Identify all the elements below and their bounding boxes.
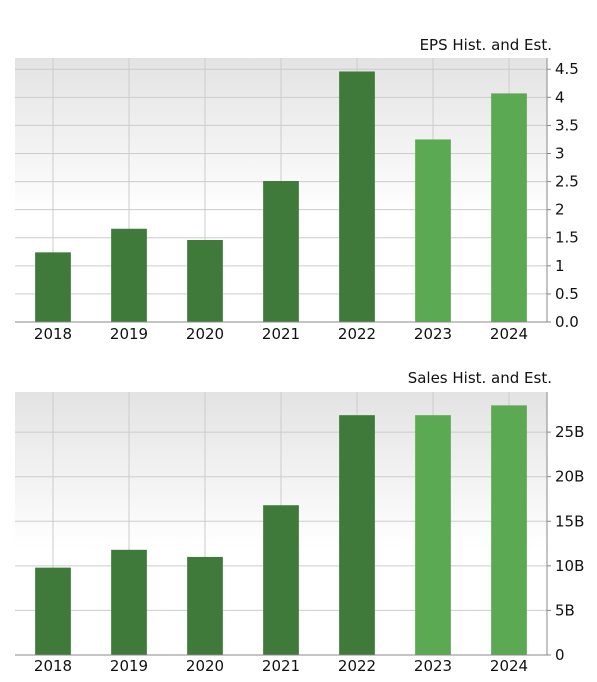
- eps-xtick-label-2024: 2024: [490, 325, 528, 343]
- eps-ytick-label: 3: [555, 144, 565, 162]
- sales-xtick-label-2020: 2020: [186, 657, 224, 675]
- eps-bar-2019: [111, 228, 147, 322]
- sales-ytick-label: 5B: [555, 601, 575, 619]
- eps-chart-title: EPS Hist. and Est.: [420, 36, 552, 54]
- sales-bar-2022: [339, 415, 375, 655]
- sales-bar-2021: [263, 505, 299, 655]
- sales-xtick-label-2019: 2019: [110, 657, 148, 675]
- eps-ytick-label: 1: [555, 257, 565, 275]
- eps-xtick-label-2021: 2021: [262, 325, 300, 343]
- sales-xtick-label-2022: 2022: [338, 657, 376, 675]
- eps-ytick-label: 0.5: [555, 285, 579, 303]
- sales-xtick-label-2018: 2018: [34, 657, 72, 675]
- sales-bar-2018: [35, 567, 71, 655]
- sales-chart-title: Sales Hist. and Est.: [408, 369, 552, 387]
- sales-ytick-label: 0: [555, 646, 565, 664]
- sales-bar-2024: [491, 405, 527, 655]
- eps-ytick-label: 4: [555, 88, 565, 106]
- eps-ytick-label: 0.0: [555, 313, 579, 331]
- eps-xtick-label-2019: 2019: [110, 325, 148, 343]
- sales-xtick-label-2024: 2024: [490, 657, 528, 675]
- eps-ytick-label: 2.5: [555, 173, 579, 191]
- eps-xtick-label-2020: 2020: [186, 325, 224, 343]
- sales-ytick-label: 10B: [555, 557, 584, 575]
- eps-bar-2022: [339, 71, 375, 322]
- eps-bar-2024: [491, 93, 527, 322]
- eps-xtick-label-2018: 2018: [34, 325, 72, 343]
- sales-xtick-label-2021: 2021: [262, 657, 300, 675]
- eps-bar-2023: [415, 139, 451, 322]
- eps-ytick-label: 1.5: [555, 229, 579, 247]
- sales-bar-2023: [415, 415, 451, 655]
- eps-bar-2020: [187, 239, 223, 322]
- eps-bar-2018: [35, 252, 71, 322]
- sales-ytick-label: 20B: [555, 468, 584, 486]
- eps-ytick-label: 2: [555, 201, 565, 219]
- sales-bar-2020: [187, 556, 223, 655]
- eps-bar-2021: [263, 181, 299, 322]
- eps-chart: EPS Hist. and Est. 0.0 0.5 1 1.5 2 2.5 3 3.5 4 4.5…: [15, 36, 579, 343]
- sales-ytick-label: 15B: [555, 512, 584, 530]
- eps-xtick-label-2022: 2022: [338, 325, 376, 343]
- sales-ytick-label: 25B: [555, 423, 584, 441]
- sales-xtick-label-2023: 2023: [414, 657, 452, 675]
- eps-ytick-label: 3.5: [555, 116, 579, 134]
- eps-ytick-label: 4.5: [555, 60, 579, 78]
- sales-chart: Sales Hist. and Est. 0 5B 10B 15B 20B 25B 2018 2…: [15, 369, 584, 675]
- sales-bar-2019: [111, 549, 147, 655]
- eps-xtick-label-2023: 2023: [414, 325, 452, 343]
